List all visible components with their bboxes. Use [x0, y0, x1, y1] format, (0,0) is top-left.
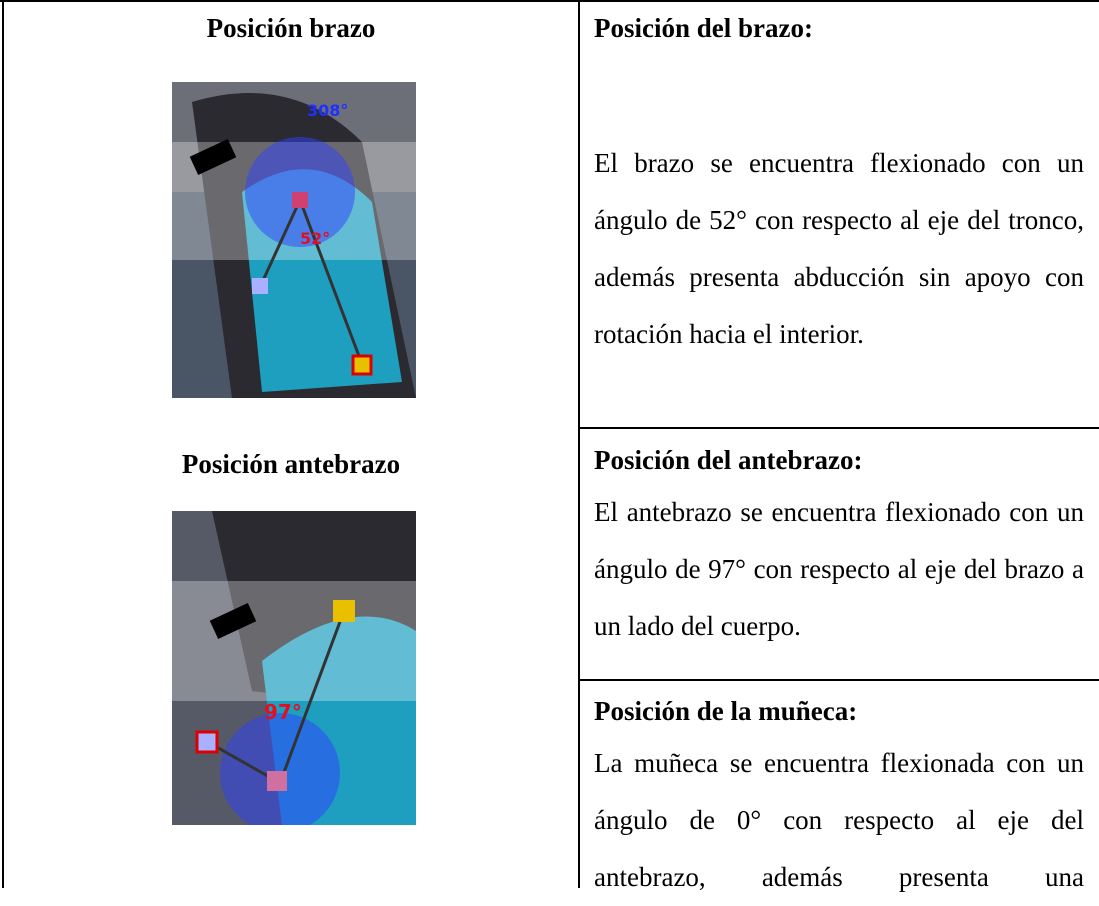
- row-divider: [578, 427, 1099, 429]
- paragraph: El antebrazo se encuentra flexionado con…: [594, 497, 1084, 641]
- photo: 308° 52°: [172, 82, 416, 398]
- paragraph: La muñeca se encuentra flexionada con un…: [594, 748, 1084, 892]
- heading: Posición antebrazo: [181, 449, 401, 479]
- table-border: [0, 0, 1099, 2]
- table-border: [578, 0, 580, 888]
- row-divider: [578, 679, 1099, 681]
- paragraph: El brazo se encuentra flexionado con un …: [594, 148, 1084, 349]
- section-title: Posición de la muñeca:: [594, 696, 858, 726]
- angle-label: 97°: [264, 700, 302, 724]
- table-border: [2, 0, 4, 888]
- photo: 97°: [172, 511, 416, 825]
- angle-label: 52°: [300, 229, 330, 248]
- angle-label: 308°: [307, 101, 348, 120]
- heading: Posición brazo: [206, 13, 376, 43]
- section-title: Posición del antebrazo:: [594, 445, 863, 475]
- section-title: Posición del brazo:: [594, 13, 813, 43]
